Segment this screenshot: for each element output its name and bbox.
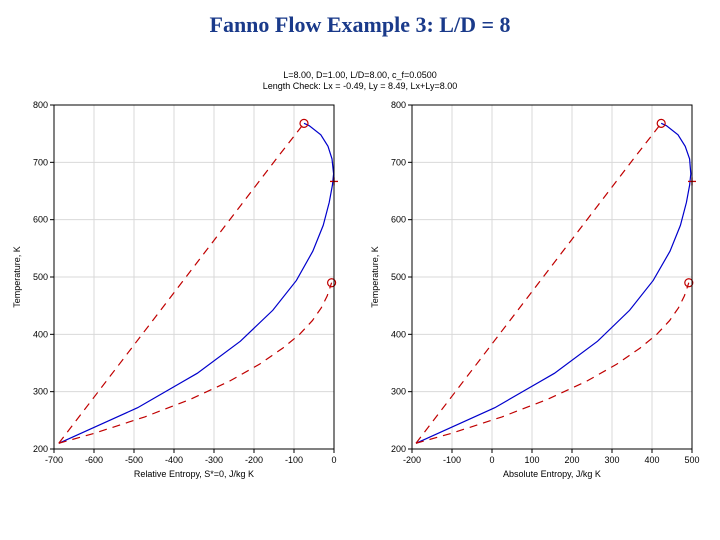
y-tick-label: 300 (391, 386, 406, 396)
x-tick-label: -600 (85, 455, 103, 465)
slide-title: Fanno Flow Example 3: L/D = 8 (0, 0, 720, 42)
x-tick-label: -400 (165, 455, 183, 465)
x-tick-label: 300 (604, 455, 619, 465)
y-tick-label: 700 (33, 157, 48, 167)
y-tick-label: 400 (391, 329, 406, 339)
subtitle-line1: L=8.00, D=1.00, L/D=8.00, c_f=0.0500 (0, 70, 720, 81)
y-tick-label: 600 (33, 214, 48, 224)
left-chart-svg: -700 -600 -500 -400 -300 -200 -100 0 200 300 400 50… (8, 95, 354, 485)
x-tick-label: -200 (403, 455, 421, 465)
x-axis-label: Relative Entropy, S*=0, J/kg K (134, 469, 254, 479)
x-tick-label: 100 (524, 455, 539, 465)
x-tick-label: 200 (564, 455, 579, 465)
x-tick-label: -300 (205, 455, 223, 465)
y-axis-label: Temperature, K (370, 246, 380, 308)
x-tick-label: 500 (684, 455, 699, 465)
x-tick-label: -100 (285, 455, 303, 465)
y-tick-label: 200 (391, 444, 406, 454)
subtitle-line2: Length Check: Lx = -0.49, Ly = 8.49, Lx+… (0, 81, 720, 92)
y-tick-label: 200 (33, 444, 48, 454)
right-chart: -200 -100 0 100 200 300 400 500 200 300 400 500 600 7… (366, 95, 712, 485)
y-tick-label: 700 (391, 157, 406, 167)
x-tick-label: 0 (331, 455, 336, 465)
x-tick-label: -200 (245, 455, 263, 465)
x-tick-label: 0 (489, 455, 494, 465)
panels-row: -700 -600 -500 -400 -300 -200 -100 0 200 300 400 50… (0, 95, 720, 485)
y-axis-label: Temperature, K (12, 246, 22, 308)
right-chart-svg: -200 -100 0 100 200 300 400 500 200 300 400 500 600 7… (366, 95, 712, 485)
x-tick-label: -100 (443, 455, 461, 465)
x-tick-label: -700 (45, 455, 63, 465)
x-axis-label: Absolute Entropy, J/kg K (503, 469, 601, 479)
y-tick-label: 600 (391, 214, 406, 224)
x-tick-label: -500 (125, 455, 143, 465)
y-tick-label: 800 (391, 100, 406, 110)
y-tick-label: 300 (33, 386, 48, 396)
y-tick-label: 400 (33, 329, 48, 339)
left-chart: -700 -600 -500 -400 -300 -200 -100 0 200 300 400 50… (8, 95, 354, 485)
y-tick-label: 800 (33, 100, 48, 110)
y-tick-label: 500 (391, 272, 406, 282)
y-tick-label: 500 (33, 272, 48, 282)
x-tick-label: 400 (644, 455, 659, 465)
subtitle-block: L=8.00, D=1.00, L/D=8.00, c_f=0.0500 Len… (0, 70, 720, 93)
